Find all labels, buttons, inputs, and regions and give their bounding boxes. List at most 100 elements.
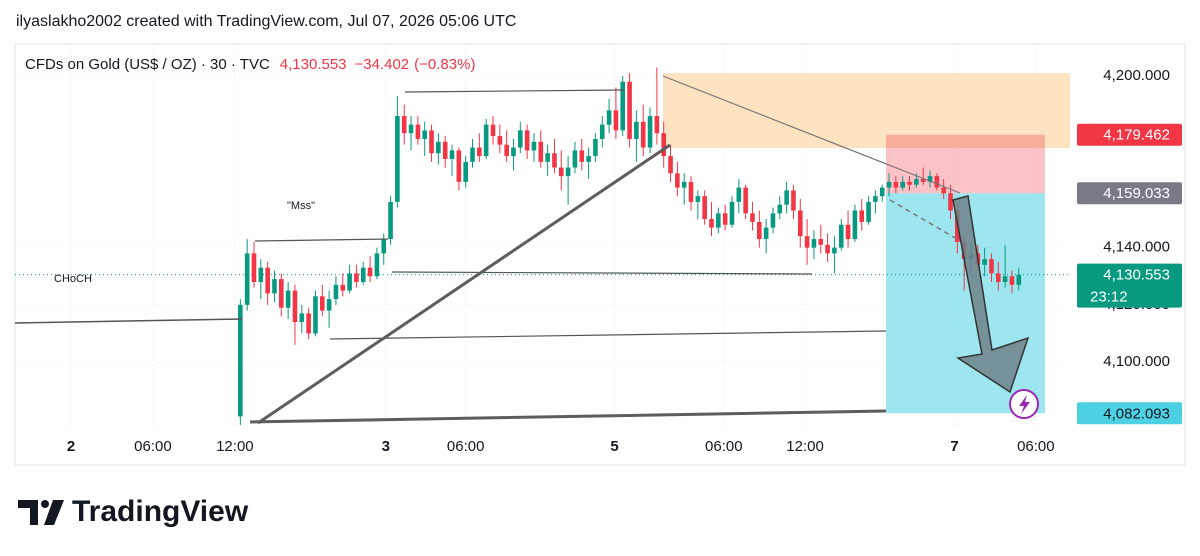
candle-body xyxy=(914,178,919,185)
trend-line xyxy=(257,143,671,425)
candle-body xyxy=(873,196,878,202)
candle-body xyxy=(688,181,694,202)
candle-body xyxy=(456,150,462,182)
candle-body xyxy=(265,267,270,294)
x-tick-label: 06:00 xyxy=(134,438,172,455)
candle-body xyxy=(709,219,714,228)
candle-body xyxy=(340,284,346,291)
candle-body xyxy=(524,130,530,151)
x-tick-label: 7 xyxy=(950,438,958,455)
candle-body xyxy=(886,181,892,188)
candle-body xyxy=(661,133,667,157)
candle-body xyxy=(879,187,885,197)
candle-body xyxy=(586,156,591,162)
logo-mark xyxy=(18,500,38,525)
x-tick-label: 06:00 xyxy=(1017,438,1055,455)
candle-body xyxy=(436,141,441,154)
candle-body xyxy=(347,273,352,291)
axes: 4,100.0004,120.0004,140.0004,200.000206:… xyxy=(67,67,1182,455)
candle-body xyxy=(804,236,810,248)
candle-body xyxy=(613,110,619,131)
candle-body xyxy=(463,161,468,182)
candle-body xyxy=(996,273,1001,282)
candle-body xyxy=(716,213,721,228)
candle-body xyxy=(934,176,940,188)
candle-body xyxy=(640,121,646,148)
alert-bolt xyxy=(1019,395,1030,414)
y-tick-label: 4,100.000 xyxy=(1103,353,1170,370)
candle-body xyxy=(449,150,455,159)
candle-body xyxy=(238,304,243,417)
candle-body xyxy=(791,190,796,211)
candle-body xyxy=(299,313,305,323)
dashed-projection xyxy=(889,199,963,243)
candle-body xyxy=(1016,274,1022,285)
candle-body xyxy=(599,124,605,139)
candle-body xyxy=(531,141,537,151)
candle-body xyxy=(989,259,994,274)
x-tick-label: 06:00 xyxy=(447,438,485,455)
candle-body xyxy=(818,239,824,245)
candle-body xyxy=(408,124,414,134)
candle-body xyxy=(279,279,284,308)
candle-body xyxy=(675,173,680,188)
candle-body xyxy=(470,147,475,162)
candle-body xyxy=(927,176,933,182)
candle-body xyxy=(777,204,783,214)
candle-body xyxy=(497,136,503,145)
price-label: 4,179.462 xyxy=(1103,127,1170,144)
candle-body xyxy=(859,210,865,222)
candle-body xyxy=(893,181,899,188)
candle-body xyxy=(900,181,906,188)
candle-body xyxy=(388,201,393,240)
candle-body xyxy=(797,210,803,237)
annotation: CHoCH xyxy=(54,273,92,285)
y-tick-label: 4,140.000 xyxy=(1103,239,1170,256)
candle-body xyxy=(545,153,550,162)
candle-body xyxy=(948,193,953,211)
candle-body xyxy=(518,130,523,148)
candle-body xyxy=(319,296,325,311)
logo-mark xyxy=(44,500,64,525)
price-label: 4,130.553 xyxy=(1103,267,1170,284)
legend: CFDs on Gold (US$ / OZ) · 30 · TVC 4,130.… xyxy=(25,56,475,73)
candle-body xyxy=(941,187,946,194)
candle-body xyxy=(811,239,817,248)
trend-line xyxy=(254,238,389,242)
x-tick-label: 12:00 xyxy=(216,438,254,455)
supply-zone xyxy=(663,73,1070,148)
candle-body xyxy=(982,259,987,265)
candle-body xyxy=(490,124,496,137)
logo: TradingView xyxy=(18,495,249,528)
price-label: 4,082.093 xyxy=(1103,405,1170,422)
candle-body xyxy=(442,141,448,159)
candle-body xyxy=(572,150,578,168)
candle-body xyxy=(743,187,748,214)
candle-body xyxy=(374,253,380,277)
change: −34.402 xyxy=(355,56,410,73)
chart-frame xyxy=(14,43,1186,466)
candle-body xyxy=(845,224,851,240)
x-tick-label: 06:00 xyxy=(705,438,743,455)
candle-body xyxy=(511,147,516,157)
candle-body xyxy=(606,110,612,125)
candle-body xyxy=(702,196,707,220)
candle-body xyxy=(381,239,387,254)
price-label-box xyxy=(1077,402,1182,425)
candle-body xyxy=(866,201,871,222)
candle-body xyxy=(326,299,332,311)
candle-body xyxy=(593,138,598,157)
candle-body xyxy=(367,267,373,277)
candle-body xyxy=(552,153,557,168)
x-tick-label: 3 xyxy=(382,438,390,455)
trend-line xyxy=(14,318,243,324)
candle-body xyxy=(838,224,844,248)
candle-body xyxy=(483,124,489,157)
candle-body xyxy=(285,290,291,308)
trend-line xyxy=(329,330,887,340)
candle-body xyxy=(251,253,257,282)
countdown: 23:12 xyxy=(1090,289,1128,306)
candle-body xyxy=(333,284,339,300)
candle-body xyxy=(907,181,912,185)
candle-body xyxy=(538,141,544,162)
